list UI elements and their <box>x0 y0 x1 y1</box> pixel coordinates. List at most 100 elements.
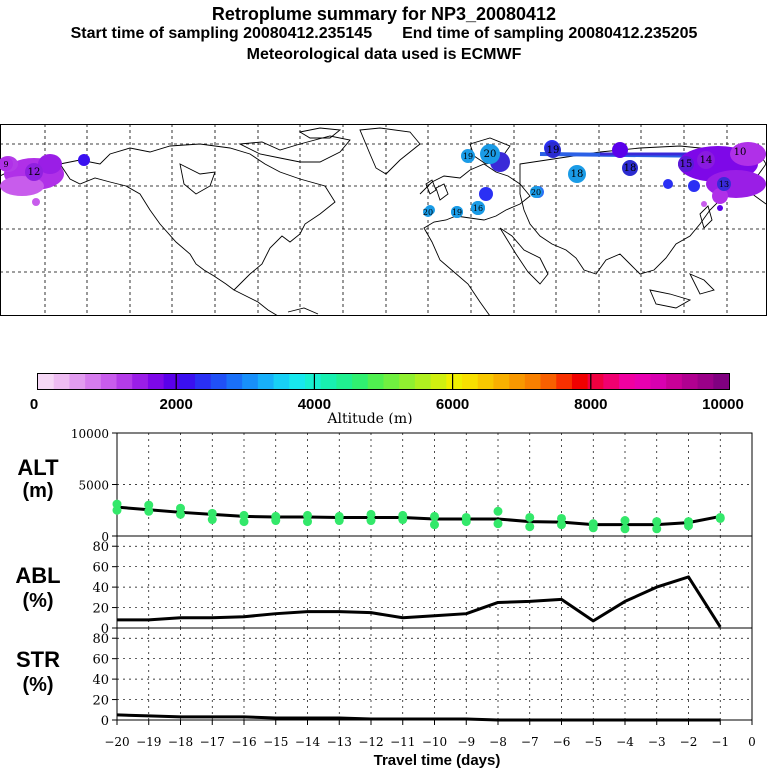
cluster-point <box>144 506 154 516</box>
cluster-point <box>176 503 185 513</box>
colorbar-cell <box>336 374 353 389</box>
day-marker: 20 <box>530 186 542 198</box>
x-tick-label: −13 <box>327 735 352 749</box>
day-marker-dot <box>568 165 586 183</box>
day-marker-label: 18 <box>571 169 584 180</box>
day-marker-dot <box>471 201 485 215</box>
day-marker: 12 <box>25 163 43 181</box>
colorbar-cell <box>634 374 652 389</box>
colorbar-cell <box>462 374 479 389</box>
y-tick-label: 40 <box>92 581 109 596</box>
cluster-point <box>620 516 630 526</box>
y-tick-label: 60 <box>92 561 109 576</box>
colorbar-cell <box>650 374 667 389</box>
x-tick-label: −8 <box>489 735 507 749</box>
colorbar-cell <box>524 374 542 389</box>
cluster-point <box>366 516 376 526</box>
x-tick-label: −11 <box>390 735 415 749</box>
x-tick-label: −16 <box>231 735 256 749</box>
colorbar-cell <box>116 374 133 389</box>
day-marker-dot <box>423 207 433 217</box>
x-tick-label: −10 <box>422 735 447 749</box>
colorbar-cell <box>587 374 604 389</box>
series-line <box>116 713 721 722</box>
colorbar-cell <box>304 374 322 389</box>
day-marker-label: 16 <box>473 204 483 213</box>
cluster-point <box>652 517 662 527</box>
day-marker: 20 <box>423 207 433 217</box>
cluster-point <box>493 506 503 516</box>
x-tick-label: −7 <box>521 735 539 749</box>
day-marker: 20 <box>480 144 500 164</box>
y-tick-label: 80 <box>92 632 109 647</box>
colorbar-tick-label: 2000 <box>160 396 193 413</box>
colorbar-tick-label: 4000 <box>298 396 331 413</box>
chart-title: Retroplume summary for NP3_20080412 <box>211 4 557 24</box>
day-marker-dot <box>678 156 694 172</box>
colorbar-cell <box>195 374 212 389</box>
cluster-point <box>557 520 566 530</box>
cluster-point <box>303 517 312 527</box>
y-tick-label: 5000 <box>78 479 109 493</box>
colorbar-cell <box>430 374 447 389</box>
day-marker-label: 19 <box>463 152 473 161</box>
colorbar-cells <box>38 374 730 389</box>
day-marker-dot <box>480 144 500 164</box>
colorbar-cell <box>226 374 243 389</box>
cluster-point <box>715 513 725 523</box>
colorbar-cell <box>210 374 228 389</box>
x-axis: −20 −19 −18 −17 −16 −15 −14 −13 −12 −11 −10 −9 −8 −7−… <box>104 720 756 749</box>
colorbar-cell <box>147 374 165 389</box>
colorbar-cell <box>132 374 149 389</box>
series-line <box>116 505 721 527</box>
day-marker: 18 <box>568 165 586 183</box>
cluster-point <box>112 499 122 509</box>
colorbar-cell <box>619 374 636 389</box>
start-time-label: Start time of sampling 20080412.235145 <box>70 25 373 42</box>
colorbar-cell <box>556 374 573 389</box>
x-tick-label: −17 <box>200 735 225 749</box>
day-marker-label: 13 <box>719 180 729 189</box>
colorbar-cell <box>681 374 699 389</box>
cluster-point <box>334 516 344 526</box>
colorbar-cell <box>493 374 510 389</box>
x-tick-label: 0 <box>748 735 756 749</box>
colorbar-cell <box>446 374 463 389</box>
colorbar-cell <box>38 374 55 389</box>
colorbar-cell <box>242 374 259 389</box>
cluster-point <box>239 517 249 527</box>
series-line <box>117 575 722 628</box>
colorbar-label: Altitude (m) <box>326 411 412 424</box>
cluster-point <box>620 524 630 534</box>
alt-axis-unit: (m) <box>22 480 53 502</box>
end-time-label: End time of sampling 20080412.235205 <box>402 25 698 42</box>
cluster-point <box>239 510 249 520</box>
colorbar-cell <box>289 374 306 389</box>
day-marker-label: 20 <box>423 208 433 217</box>
cluster-point <box>588 523 598 533</box>
altitude-colorbar: 0 2000 4000 6000 8000 10000 Altitude (m) <box>30 373 744 424</box>
day-marker-dot <box>0 157 13 171</box>
str-axis-unit: (%) <box>22 674 53 696</box>
colorbar-cell <box>273 374 290 389</box>
y-tick-label: 0 <box>101 530 109 544</box>
colorbar-tick-label: 0 <box>30 396 38 413</box>
colorbar-cell <box>571 374 589 389</box>
cluster-point <box>366 509 376 519</box>
colorbar-cell <box>414 374 432 389</box>
x-tick-label: −20 <box>104 735 129 749</box>
day-marker-label: 19 <box>547 145 560 156</box>
x-tick-label: −6 <box>553 735 571 749</box>
str-axis-label: STR <box>16 647 60 672</box>
day-marker-dot <box>622 160 638 176</box>
x-tick-label: −9 <box>457 735 475 749</box>
cluster-point <box>430 511 439 521</box>
day-marker-label: 10 <box>734 147 747 158</box>
colorbar-frame <box>37 373 730 390</box>
day-marker-dot <box>451 206 463 218</box>
x-tick-label: −3 <box>648 735 666 749</box>
day-marker-dot <box>732 144 748 160</box>
x-axis-label: Travel time (days) <box>374 752 501 768</box>
cluster-point <box>271 516 281 526</box>
